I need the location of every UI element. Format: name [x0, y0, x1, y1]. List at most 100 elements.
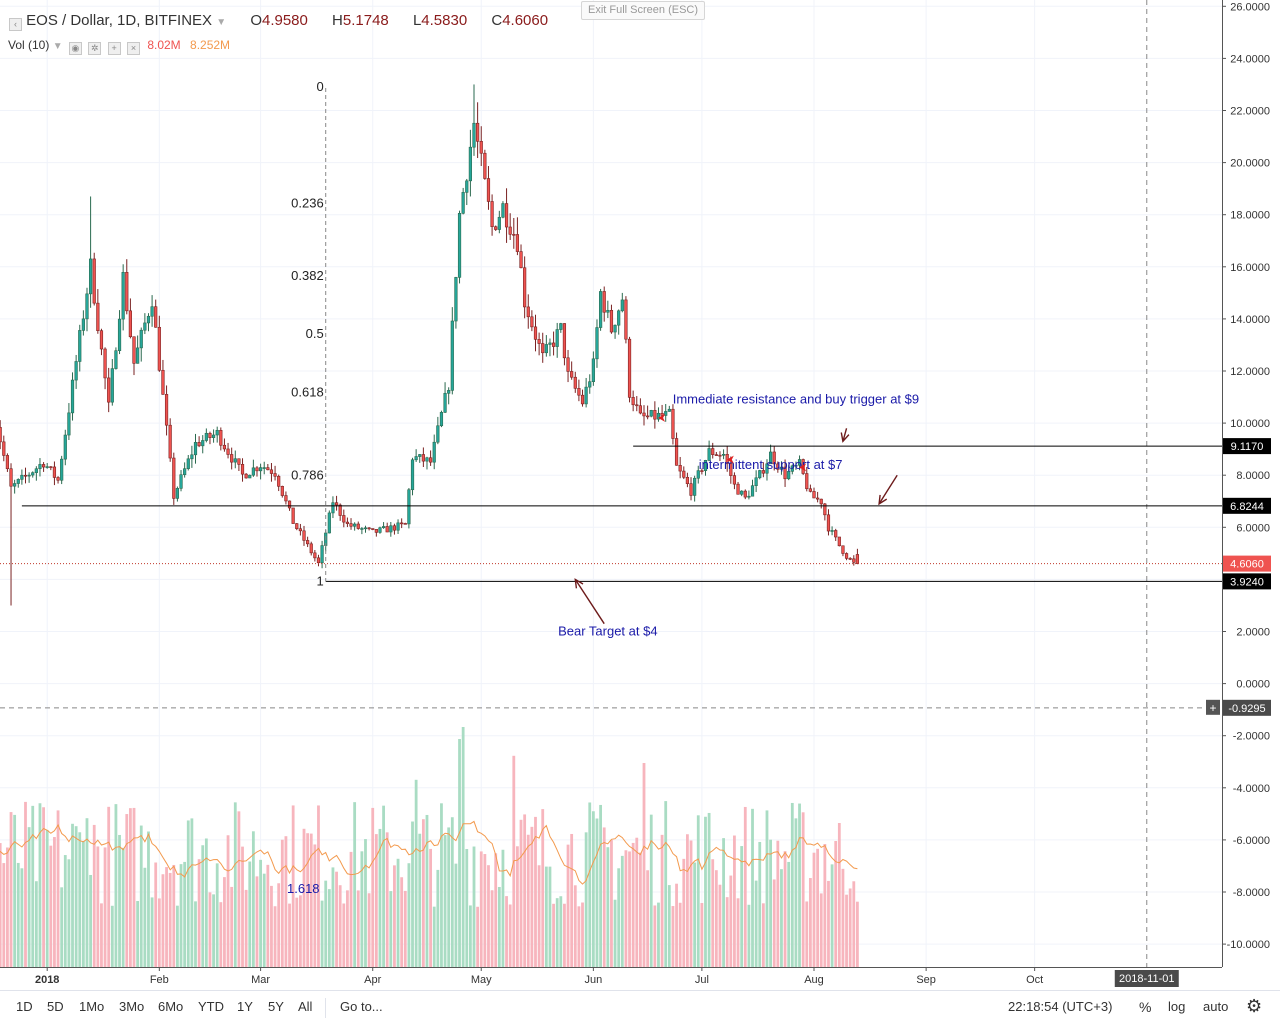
candle [844, 552, 849, 561]
candle [121, 264, 125, 331]
auto-toggle[interactable]: auto [1203, 999, 1229, 1014]
candle-body [197, 442, 201, 447]
open-value: 4.9580 [261, 12, 308, 29]
candle-body [519, 251, 523, 269]
timeframe-1d[interactable]: 1D [16, 999, 33, 1014]
candle [624, 296, 628, 344]
timeframe-1mo[interactable]: 1Mo [79, 999, 105, 1014]
volume-bar [128, 808, 132, 967]
volume-bar [660, 834, 664, 967]
candle [472, 84, 476, 156]
candle [114, 347, 118, 370]
volume-bar [74, 826, 78, 967]
timeframe-all[interactable]: All [298, 999, 313, 1014]
candle-body [523, 267, 527, 308]
plus-icon[interactable]: + [107, 42, 121, 55]
price-chart[interactable]: 26.000024.000022.000020.000018.000016.00… [0, 0, 1280, 990]
x-tick-label: Apr [364, 974, 381, 986]
volume-bar [725, 897, 729, 967]
volume-bar [447, 827, 451, 967]
candle [371, 528, 375, 531]
candle-body [374, 529, 378, 533]
candle [222, 438, 227, 452]
volume-bar [664, 801, 668, 967]
candle [81, 310, 85, 336]
candle [363, 525, 368, 533]
gear-icon[interactable]: ⚙ [1246, 996, 1263, 1016]
log-toggle[interactable]: log [1168, 999, 1186, 1014]
candle [23, 467, 28, 484]
candle [696, 465, 700, 484]
candle-body [544, 344, 548, 354]
timeframe-1y[interactable]: 1Y [237, 999, 253, 1014]
candle [551, 331, 556, 356]
goto-button[interactable]: Go to... [340, 999, 383, 1014]
percent-toggle[interactable]: % [1139, 999, 1152, 1015]
volume-bar [808, 878, 812, 967]
candle [378, 526, 382, 534]
eye-icon[interactable]: ◉ [68, 42, 82, 55]
volume-bar [682, 858, 686, 967]
candle-body [776, 463, 780, 470]
candle [609, 304, 614, 334]
volume-bar [400, 877, 404, 967]
candle-body [128, 310, 132, 338]
candle-body [588, 381, 592, 388]
volume-bar [429, 848, 433, 967]
candle [711, 442, 715, 459]
candle [548, 338, 552, 357]
candle [541, 332, 545, 363]
volume-bar [186, 820, 190, 967]
candle [70, 372, 75, 421]
volume-bar [353, 802, 357, 967]
timeframe-3mo[interactable]: 3Mo [119, 999, 145, 1014]
volume-bar [342, 903, 346, 967]
symbol-title[interactable]: EOS / Dollar, 1D, BITFINEX [26, 12, 213, 29]
volume-bar [194, 901, 197, 967]
arrow-head [574, 578, 584, 589]
candle-body [132, 336, 136, 364]
candle-body [613, 324, 617, 333]
volume-bar [530, 826, 534, 967]
candle [291, 507, 295, 524]
candle-body [432, 441, 436, 463]
collapse-icon[interactable]: ‹ [9, 18, 22, 31]
candle [779, 461, 784, 475]
volume-bar [588, 802, 592, 967]
crosshair-plus-icon: + [1209, 701, 1216, 715]
candle [219, 427, 223, 451]
candle [797, 455, 802, 471]
candle-body [425, 457, 429, 462]
close-icon[interactable]: × [126, 42, 140, 55]
candle [765, 459, 769, 481]
candle [313, 550, 317, 562]
timeframe-5y[interactable]: 5Y [268, 999, 284, 1014]
chevron-down-icon[interactable]: ▼ [52, 41, 63, 52]
candle [501, 201, 505, 219]
clock-display[interactable]: 22:18:54 (UTC+3) [1008, 999, 1113, 1014]
x-tick-label: Oct [1026, 974, 1043, 986]
volume-bar [226, 835, 230, 967]
volume-bar [382, 805, 385, 967]
timeframe-ytd[interactable]: YTD [198, 999, 224, 1014]
chevron-down-icon[interactable]: ▼ [216, 17, 227, 28]
candle [461, 187, 465, 215]
candle-body [20, 474, 24, 480]
gear-icon[interactable]: ✲ [88, 42, 102, 55]
candle [226, 442, 230, 459]
open-label: O [250, 12, 262, 29]
volume-label[interactable]: Vol (10) [8, 38, 50, 52]
candle-body [443, 392, 447, 413]
candle-body [624, 299, 628, 340]
candle-body [743, 490, 747, 498]
candle-body [660, 412, 664, 416]
candle [31, 471, 35, 478]
candle-body [808, 488, 812, 492]
candle [819, 498, 823, 509]
candle-body [649, 410, 653, 417]
volume-bar [736, 898, 740, 967]
exit-fullscreen-button[interactable]: Exit Full Screen (ESC) [581, 1, 705, 20]
timeframe-5d[interactable]: 5D [47, 999, 64, 1014]
candle [400, 518, 404, 529]
timeframe-6mo[interactable]: 6Mo [158, 999, 184, 1014]
